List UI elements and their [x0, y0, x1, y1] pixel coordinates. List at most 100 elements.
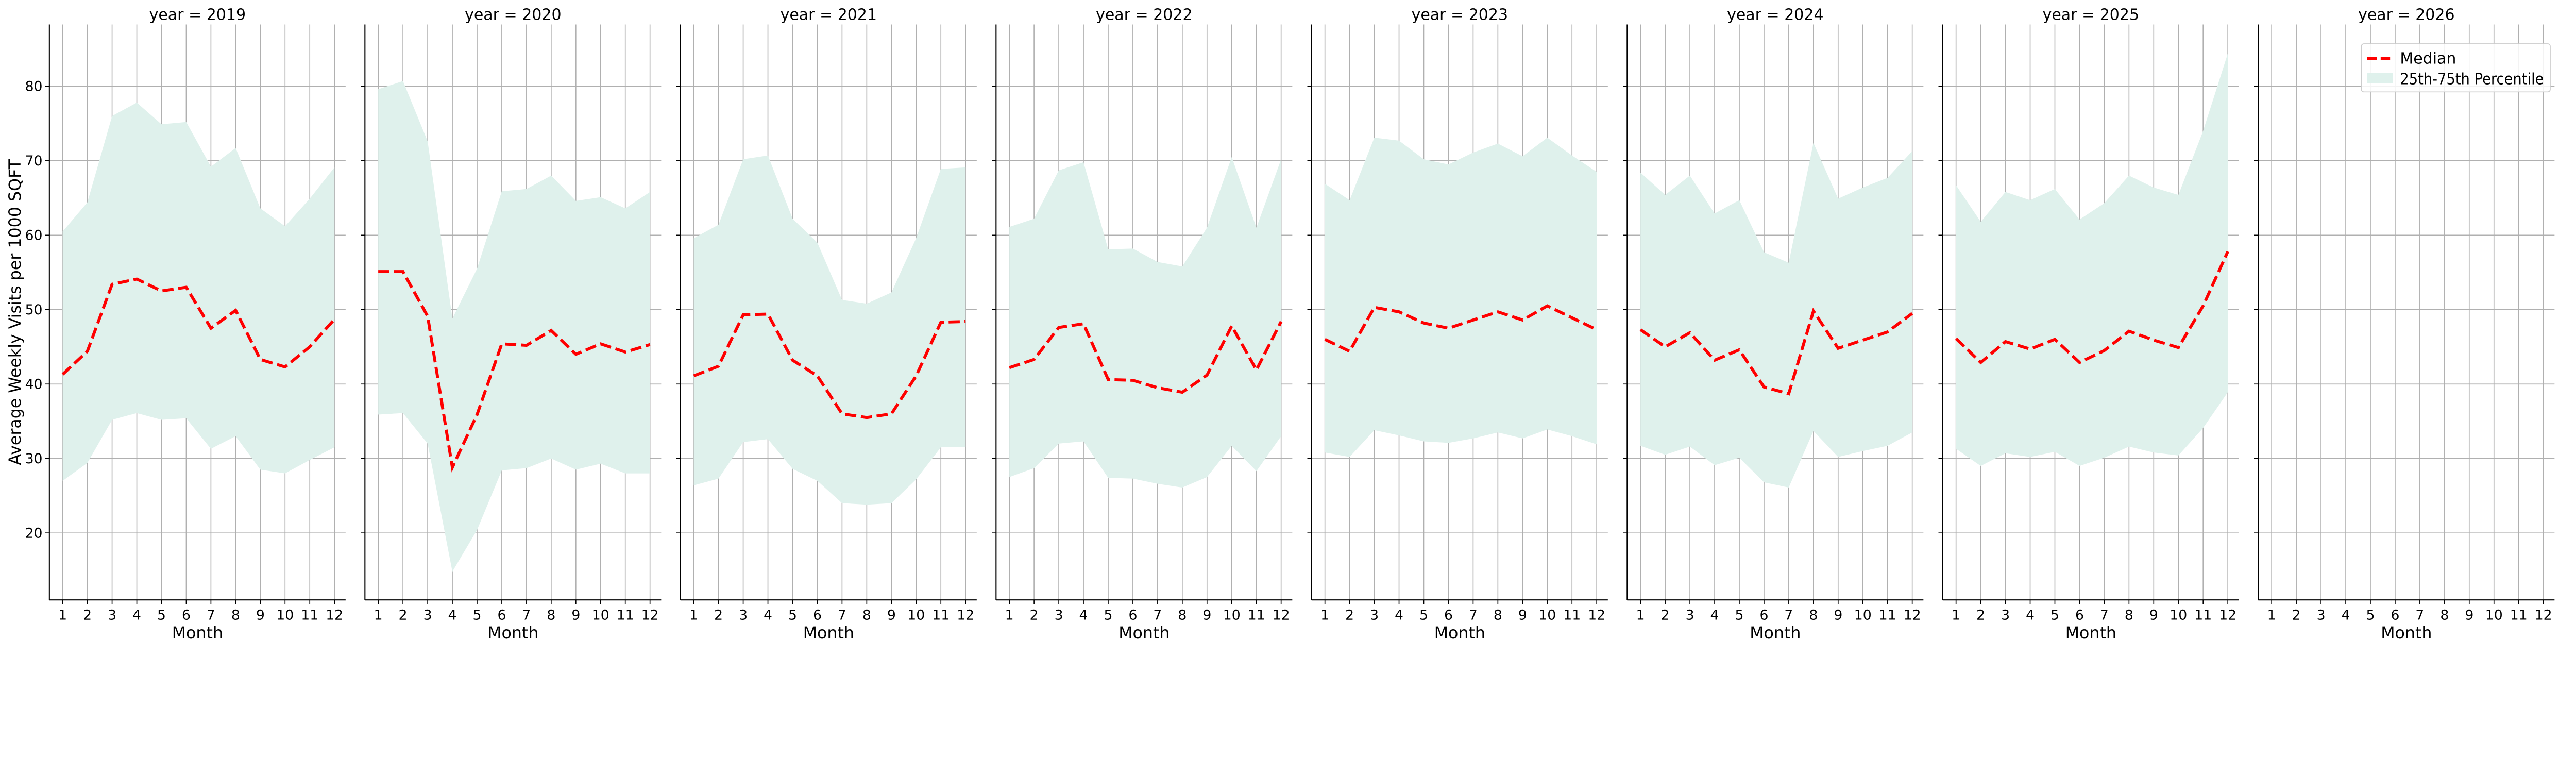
- x-tick-label: 6: [2075, 608, 2084, 624]
- x-tick-label: 12: [326, 608, 343, 624]
- x-tick-label: 5: [1419, 608, 1428, 624]
- y-tick-label: 70: [25, 153, 43, 169]
- x-tick-label: 1: [2267, 608, 2276, 624]
- x-tick-label: 1: [689, 608, 698, 624]
- x-tick-label: 3: [1055, 608, 1063, 624]
- x-tick-label: 1: [1320, 608, 1329, 624]
- facet-title: year = 2019: [149, 6, 246, 24]
- x-axis-label: Month: [1118, 624, 1170, 643]
- x-tick-label: 5: [2366, 608, 2375, 624]
- x-tick-label: 7: [838, 608, 846, 624]
- x-tick-label: 7: [2100, 608, 2109, 624]
- x-tick-label: 3: [2317, 608, 2326, 624]
- percentile-band: [1956, 53, 2228, 466]
- x-tick-label: 4: [2342, 608, 2350, 624]
- legend-median-label: Median: [2400, 49, 2456, 68]
- x-tick-label: 6: [497, 608, 506, 624]
- x-tick-label: 8: [547, 608, 555, 624]
- x-tick-label: 12: [2535, 608, 2552, 624]
- facet-title: year = 2025: [2043, 6, 2140, 24]
- x-tick-label: 9: [2149, 608, 2158, 624]
- x-axis-label: Month: [487, 624, 538, 643]
- x-tick-label: 3: [423, 608, 432, 624]
- x-tick-label: 11: [932, 608, 950, 624]
- x-tick-label: 12: [641, 608, 659, 624]
- x-tick-label: 5: [473, 608, 482, 624]
- x-tick-label: 6: [813, 608, 822, 624]
- median-line: [61, 277, 336, 376]
- legend: Median 25th-75th Percentile: [2361, 43, 2551, 93]
- percentile-band: [62, 103, 335, 481]
- x-tick-label: 11: [2194, 608, 2212, 624]
- median-line: [1009, 321, 1283, 394]
- x-axis-label: Month: [2065, 624, 2116, 643]
- x-tick-label: 2: [399, 608, 408, 624]
- x-tick-label: 6: [182, 608, 191, 624]
- x-tick-label: 10: [907, 608, 925, 624]
- y-tick-label: 60: [25, 227, 43, 243]
- x-axis-label: Month: [2381, 624, 2432, 643]
- x-tick-label: 7: [1469, 608, 1478, 624]
- x-tick-label: 7: [522, 608, 531, 624]
- x-tick-label: 8: [231, 608, 240, 624]
- x-tick-label: 10: [1538, 608, 1556, 624]
- legend-band-label: 25th-75th Percentile: [2400, 70, 2544, 88]
- facet-title: year = 2020: [465, 6, 562, 24]
- x-tick-label: 3: [2001, 608, 2010, 624]
- y-tick-label: 20: [25, 525, 43, 541]
- x-tick-label: 5: [2050, 608, 2059, 624]
- x-tick-label: 9: [1834, 608, 1842, 624]
- x-tick-label: 7: [2415, 608, 2424, 624]
- facet-title: year = 2022: [1096, 6, 1193, 24]
- x-tick-label: 4: [1710, 608, 1719, 624]
- x-tick-label: 1: [58, 608, 67, 624]
- percentile-band: [1325, 138, 1597, 457]
- y-tick-label: 80: [25, 79, 43, 95]
- x-tick-label: 9: [1202, 608, 1211, 624]
- x-tick-label: 2: [1345, 608, 1354, 624]
- percentile-band: [693, 155, 966, 505]
- x-tick-label: 6: [1444, 608, 1453, 624]
- x-tick-label: 11: [1879, 608, 1896, 624]
- x-tick-label: 7: [207, 608, 215, 624]
- x-tick-label: 1: [1636, 608, 1645, 624]
- y-tick-label: 30: [25, 451, 43, 467]
- median-line: [693, 312, 966, 419]
- x-tick-label: 5: [157, 608, 166, 624]
- y-tick-label: 40: [25, 376, 43, 392]
- x-tick-label: 3: [108, 608, 116, 624]
- y-axis-label: Average Weekly Visits per 1000 SQFT: [6, 159, 25, 465]
- x-tick-label: 6: [1759, 608, 1768, 624]
- median-line: [1955, 250, 2229, 365]
- x-axis-label: Month: [1434, 624, 1485, 643]
- facet-title: year = 2023: [1412, 6, 1509, 24]
- facet-title: year = 2021: [781, 6, 877, 24]
- x-tick-label: 11: [1248, 608, 1265, 624]
- x-tick-label: 2: [1030, 608, 1039, 624]
- x-tick-label: 8: [1178, 608, 1187, 624]
- x-tick-label: 9: [1518, 608, 1527, 624]
- median-line: [1639, 307, 1913, 396]
- x-axis-label: Month: [803, 624, 854, 643]
- x-tick-label: 3: [1370, 608, 1379, 624]
- x-tick-label: 8: [862, 608, 871, 624]
- x-tick-label: 2: [2292, 608, 2301, 624]
- y-tick-label: 50: [25, 302, 43, 318]
- x-tick-label: 10: [1854, 608, 1872, 624]
- facet-title: year = 2026: [2358, 6, 2455, 24]
- x-tick-label: 11: [1563, 608, 1581, 624]
- x-tick-label: 5: [1735, 608, 1744, 624]
- x-tick-label: 9: [256, 608, 265, 624]
- legend-band-swatch: [2367, 73, 2393, 83]
- x-tick-label: 9: [887, 608, 896, 624]
- x-tick-label: 2: [83, 608, 92, 624]
